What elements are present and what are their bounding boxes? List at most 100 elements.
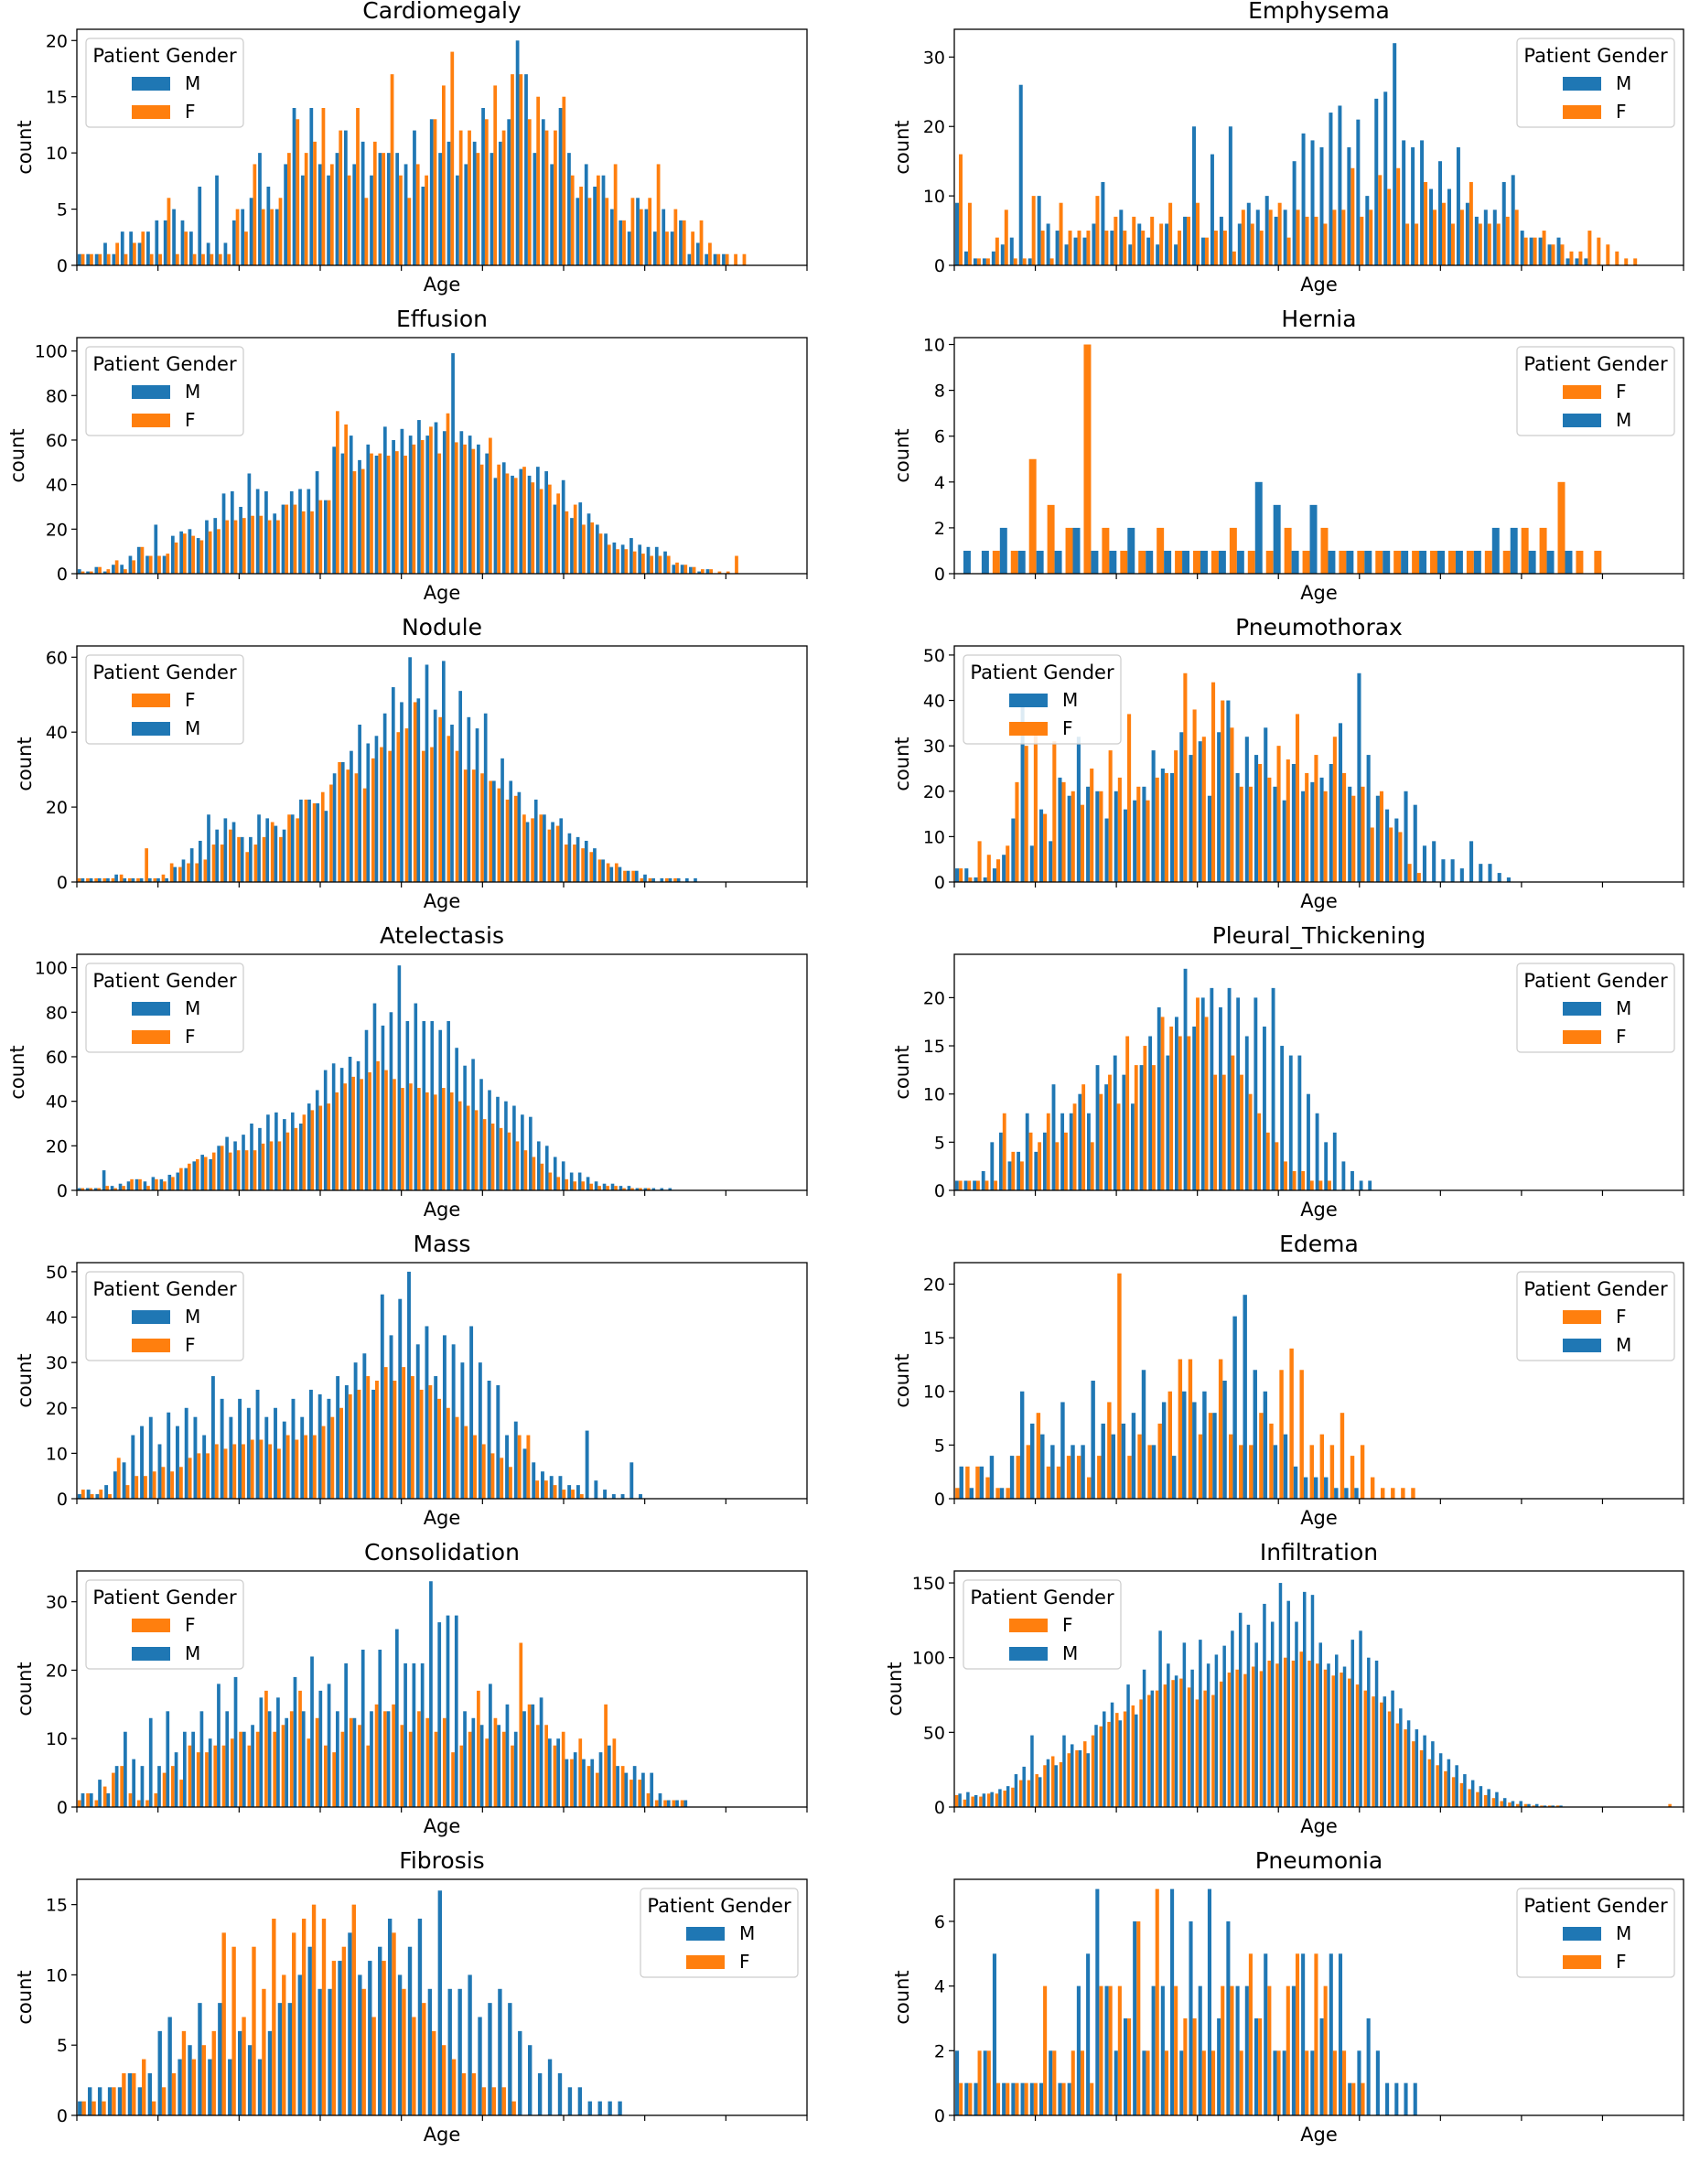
bar [147,877,152,882]
bar [680,565,684,574]
bar [1243,1673,1247,1807]
bar [1329,764,1333,882]
bar [223,242,228,265]
bar [304,799,308,882]
bar [421,750,425,882]
bar [307,1103,311,1190]
bar [309,1389,313,1499]
bar [505,1435,509,1499]
bar [648,198,652,265]
bar [307,799,311,882]
bar [242,1444,245,1499]
bar [536,96,541,266]
bar [694,877,697,882]
bar [133,242,136,265]
bar [511,2101,516,2115]
bar [602,1183,607,1190]
bar [1419,1749,1424,1807]
bar [485,1738,490,1807]
bar [1479,1786,1483,1807]
bar [1217,2017,1221,2115]
y-tick-label: 50 [923,646,945,666]
bar [178,1467,183,1499]
bar [402,1367,406,1499]
bar [387,1919,393,2115]
bar [403,456,407,574]
legend-swatch-M [1009,694,1048,707]
bar [1356,119,1361,265]
bar [660,1188,664,1190]
bar [565,1759,569,1807]
bar [1046,1113,1050,1190]
bar [1050,1445,1055,1499]
bar [1282,2050,1286,2115]
bar [315,471,319,574]
bar [90,253,93,265]
y-tick-label: 8 [934,382,945,402]
bar [1104,818,1109,882]
bar [1239,1445,1243,1499]
bar [112,2087,116,2115]
bar [318,500,323,574]
bar [130,1178,134,1190]
bar [321,108,326,265]
bar [422,1021,426,1190]
bar [434,1731,438,1807]
bar [1668,1803,1672,1807]
bar [1072,1103,1077,1190]
bar [579,1494,584,1499]
y-tick-label: 0 [57,256,68,276]
bar [1399,1708,1403,1807]
bar [1355,1684,1360,1807]
bar [1303,1477,1308,1499]
bar [317,1988,322,2115]
y-tick-label: 2 [934,2041,945,2061]
bar [1052,741,1057,882]
bar [149,253,154,265]
bar [475,728,479,882]
bar [1291,1660,1296,1807]
bar [569,1172,574,1190]
bar [1183,672,1188,882]
bar [191,2059,197,2115]
bar [354,773,359,882]
bar [1338,723,1343,882]
bar [1359,1180,1363,1190]
bar [1059,1762,1063,1807]
bar [975,1466,980,1499]
bar [529,1116,533,1190]
bar [1342,772,1347,882]
bar [199,840,202,882]
axes-frame [76,1570,808,1808]
series-M [77,353,710,574]
bar [456,175,459,265]
bar [1046,1466,1051,1499]
bar [643,1188,648,1190]
bar [1633,258,1638,265]
bar [114,1766,119,1807]
bar [1319,1434,1325,1499]
bar [1533,237,1537,265]
bar [1276,2050,1281,2115]
bar [1222,1645,1226,1807]
bar [282,829,286,882]
bar [446,1615,450,1807]
bar [556,493,560,574]
bar [218,2003,222,2115]
bar [1214,1654,1219,1807]
bar [106,1793,111,1807]
bar [479,464,484,574]
bar [339,1407,343,1499]
bar [136,1800,141,1807]
bar [298,489,302,574]
bar [1076,737,1081,882]
bar [1378,175,1383,265]
bar [627,231,631,265]
bar [1139,1699,1143,1807]
bar [231,822,236,882]
bar [1160,1017,1165,1190]
bar [459,1745,464,1807]
bar [632,551,637,574]
